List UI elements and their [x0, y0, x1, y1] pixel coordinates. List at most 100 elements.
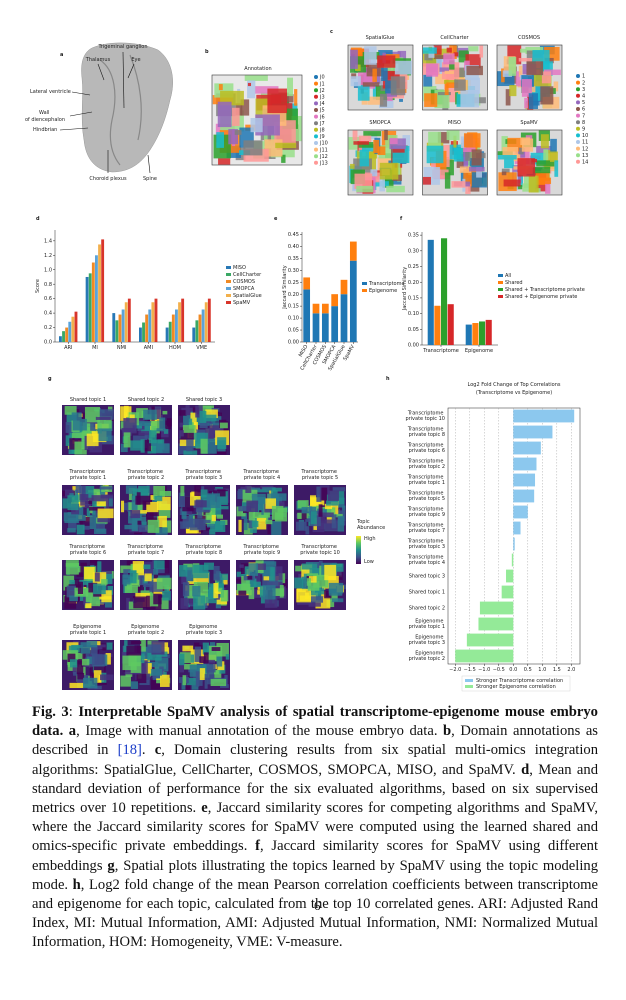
topic-map-patch	[135, 495, 151, 505]
topic-map-patch	[120, 443, 128, 453]
topic-map-patch	[65, 563, 80, 567]
topic-title: Transcriptome private topic 10	[300, 544, 340, 556]
cluster-map-patch	[501, 171, 507, 176]
topic-map-patch	[324, 503, 333, 510]
text-line: Epigenome	[415, 635, 445, 641]
text-line: Transcriptome	[300, 469, 338, 475]
topic-map-patch	[93, 488, 105, 502]
legend-label: Shared + Transcriptome private	[505, 287, 585, 293]
topic-map-patch	[206, 664, 216, 673]
legend-swatch	[362, 282, 367, 285]
legend-label: J9	[319, 134, 325, 140]
topic-map-patch	[191, 684, 199, 690]
topic-map-patch	[98, 423, 102, 434]
caption-ref[interactable]: [18]	[117, 742, 142, 759]
y-tick-label: Epigenome private topic 1	[409, 619, 445, 631]
text-line: Transcriptome	[407, 491, 445, 497]
text-line: Transcriptome	[68, 544, 106, 550]
topic-map-patch	[67, 528, 76, 533]
topic-map-patch	[80, 642, 91, 654]
legend-swatch	[465, 679, 473, 682]
y-tick-label: Shared topic 2	[409, 606, 445, 612]
topic-map-patch	[132, 561, 145, 576]
cluster-map-patch	[379, 176, 385, 192]
cluster-map-patch	[502, 70, 512, 77]
text-line: private topic 3	[409, 640, 445, 646]
topic-map-patch	[138, 431, 154, 436]
topic-map-patch	[197, 665, 206, 671]
topic-map-patch	[97, 561, 102, 574]
topic-map-patch	[180, 428, 194, 440]
topic-map-patch	[225, 654, 230, 660]
bar	[91, 262, 95, 342]
x-tick-label: 0.5	[524, 667, 532, 673]
x-tick-label: AMI	[144, 345, 153, 351]
topic-map-patch	[140, 439, 145, 453]
topic-map-patch	[262, 487, 276, 491]
text-line: private topic 3	[186, 475, 222, 481]
topic-map-patch	[66, 585, 76, 598]
topic-map-patch	[154, 427, 169, 438]
legend-swatch	[465, 685, 473, 688]
topic-title: Epigenome private topic 3	[186, 624, 222, 636]
legend-label: J11	[319, 147, 328, 153]
legend-label: Shared	[505, 280, 523, 286]
topic-map-patch	[209, 529, 216, 535]
cluster-map-patch	[530, 152, 547, 165]
topic-map-patch	[150, 668, 162, 676]
topic-map-patch	[239, 564, 244, 568]
topic-map-patch	[209, 593, 217, 599]
cluster-map-patch	[390, 76, 406, 96]
topic-map-patch	[238, 506, 252, 512]
text-line: private topic 2	[409, 464, 445, 470]
topic-map-patch	[308, 576, 317, 583]
topic-map-patch	[155, 527, 168, 535]
cluster-map-patch	[543, 69, 561, 76]
legend-label: J12	[319, 154, 328, 160]
x-tick-label: 1.5	[553, 667, 561, 673]
topic-map-patch	[69, 595, 78, 602]
cluster-map-patch	[436, 57, 446, 72]
cluster-map-patch	[503, 179, 521, 187]
topic-map-patch	[129, 570, 137, 584]
topic-map-patch	[97, 508, 114, 519]
topic-map-patch	[306, 578, 311, 586]
annotation-map-patch	[217, 101, 232, 128]
text-line: private topic 6	[70, 550, 106, 556]
topic-map-patch	[79, 516, 94, 526]
caption-bold: g	[107, 857, 115, 874]
cluster-map-patch	[476, 167, 483, 178]
y-tick-label: Shared topic 1	[409, 590, 445, 596]
topic-map-patch	[181, 504, 187, 519]
cluster-map-patch	[528, 93, 538, 109]
bar	[151, 302, 155, 342]
annotation-map-patch	[294, 89, 298, 106]
topic-map-patch	[211, 647, 221, 651]
cluster-map-patch	[426, 145, 444, 164]
map-frame	[347, 129, 414, 196]
cluster-map-patch	[501, 136, 508, 152]
cluster-map-patch	[367, 96, 384, 105]
cluster-map-patch	[364, 46, 377, 65]
topic-map-patch	[63, 575, 75, 591]
topic-map-patch	[257, 489, 270, 493]
topic-map-patch	[74, 489, 79, 500]
topic-map-patch	[251, 493, 266, 505]
topic-map-patch	[203, 414, 217, 422]
cluster-map-patch	[532, 50, 550, 65]
text-line: private topic 10	[300, 550, 340, 556]
cluster-map-patch	[444, 70, 454, 74]
cluster-map-patch	[379, 93, 388, 107]
topic-map-patch	[143, 409, 157, 420]
cluster-map-patch	[521, 138, 534, 152]
caption-text: , Spatial plots illustrating the topics …	[32, 857, 598, 893]
x-tick-label: Epigenome	[465, 348, 493, 354]
cluster-map-patch	[497, 155, 517, 160]
annotation-arrow	[147, 154, 151, 174]
topic-map-patch	[202, 642, 209, 654]
topic-map-patch	[134, 423, 143, 429]
topic-map-patch	[183, 510, 193, 515]
topic-map-patch	[317, 508, 332, 514]
text-line: private topic 3	[409, 544, 445, 550]
annotation-map-patch	[234, 130, 242, 135]
